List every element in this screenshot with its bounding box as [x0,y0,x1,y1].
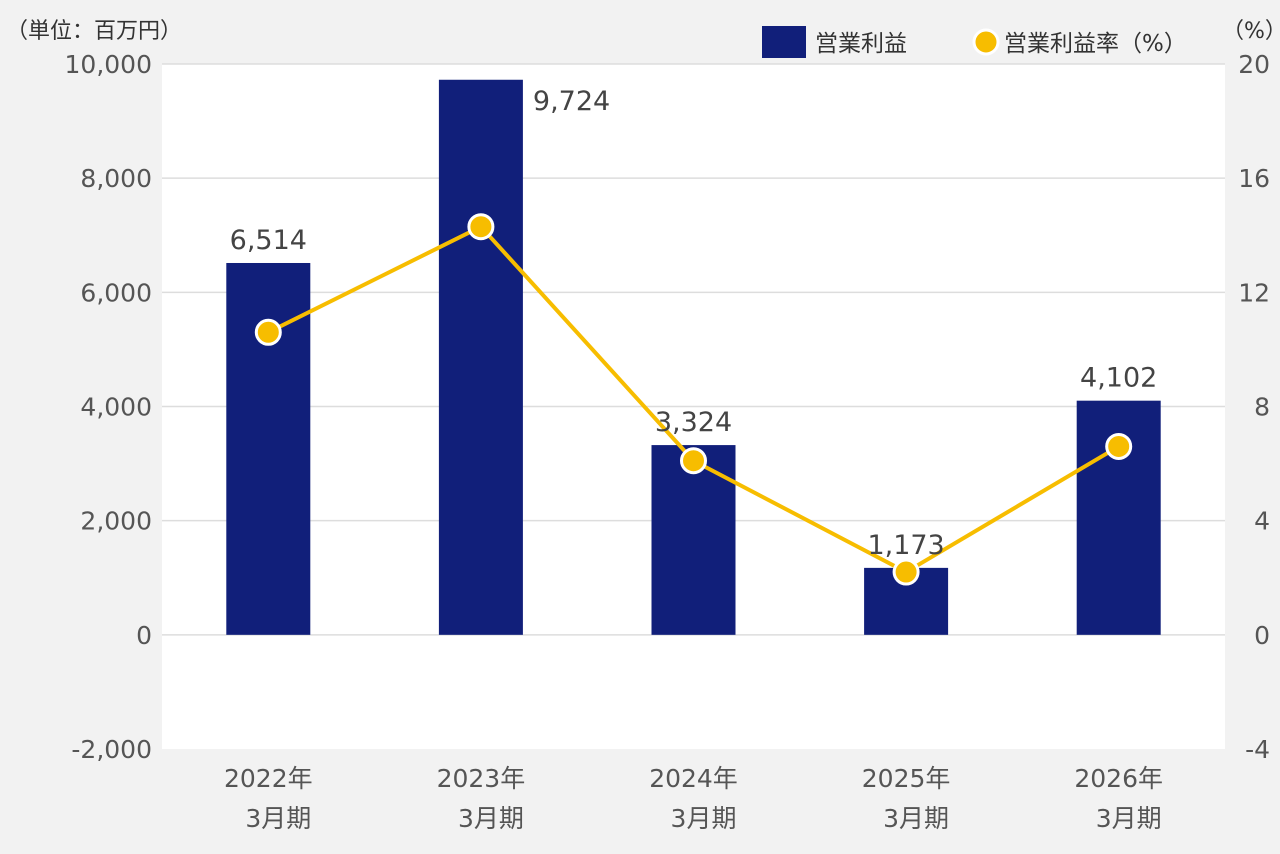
left-unit-label: （単位：百万円） [6,19,182,44]
data-label-operating-profit: 9,724 [533,86,610,117]
x-tick-label: 3月期 [671,804,737,833]
data-label-operating-profit: 4,102 [1080,363,1157,394]
legend: 営業利益 営業利益率（%） [762,26,1187,58]
data-labels: 6,514 9,724 3,324 1,173 4,102 [230,86,1158,561]
bar-operating-profit [438,79,523,635]
y-left-tick-label: -2,000 [71,735,152,764]
data-label-operating-profit: 6,514 [230,225,307,256]
point-operating-margin [254,318,282,346]
x-tick-label: 3月期 [1096,804,1162,833]
point-operating-margin [892,558,920,586]
point-operating-margin [467,213,495,241]
y-right-tick-label: 4 [1254,507,1270,536]
legend-label-operating-profit: 営業利益 [815,31,907,57]
margin-points [254,213,1133,586]
x-tick-label: 3月期 [245,804,311,833]
y-left-tick-label: 10,000 [65,50,152,79]
point-operating-margin [1105,432,1133,460]
data-label-operating-profit: 1,173 [867,530,944,561]
y-left-tick-label: 8,000 [80,164,152,193]
x-tick-label: 2022年 [224,764,313,793]
y-right-tick-label: 12 [1238,278,1270,307]
y-left-tick-label: 0 [136,621,152,650]
legend-swatch-operating-profit [762,26,806,58]
y-right-tick-label: -4 [1245,735,1270,764]
y-right-tick-label: 8 [1254,393,1270,422]
y-left-tick-label: 6,000 [80,278,152,307]
y-right-tick-label: 16 [1238,164,1270,193]
x-tick-label: 2026年 [1074,764,1163,793]
y-left-tick-label: 4,000 [80,393,152,422]
y-left-tick-label: 2,000 [80,507,152,536]
x-tick-label: 2024年 [649,764,738,793]
data-label-operating-profit: 3,324 [655,407,732,438]
x-tick-label: 3月期 [458,804,524,833]
legend-label-operating-margin: 営業利益率（%） [1004,31,1187,57]
x-tick-label: 2023年 [437,764,526,793]
legend-marker-operating-margin [972,28,1000,56]
right-unit-label: （%） [1222,19,1280,44]
axes: -2,000 0 2,000 4,000 6,000 8,000 10,000 -4 0 4 8 12… [65,50,1270,833]
x-tick-label: 3月期 [883,804,949,833]
x-tick-label: 2025年 [862,764,951,793]
y-right-tick-label: 20 [1238,50,1270,79]
point-operating-margin [680,447,707,475]
y-right-tick-label: 0 [1254,621,1270,650]
